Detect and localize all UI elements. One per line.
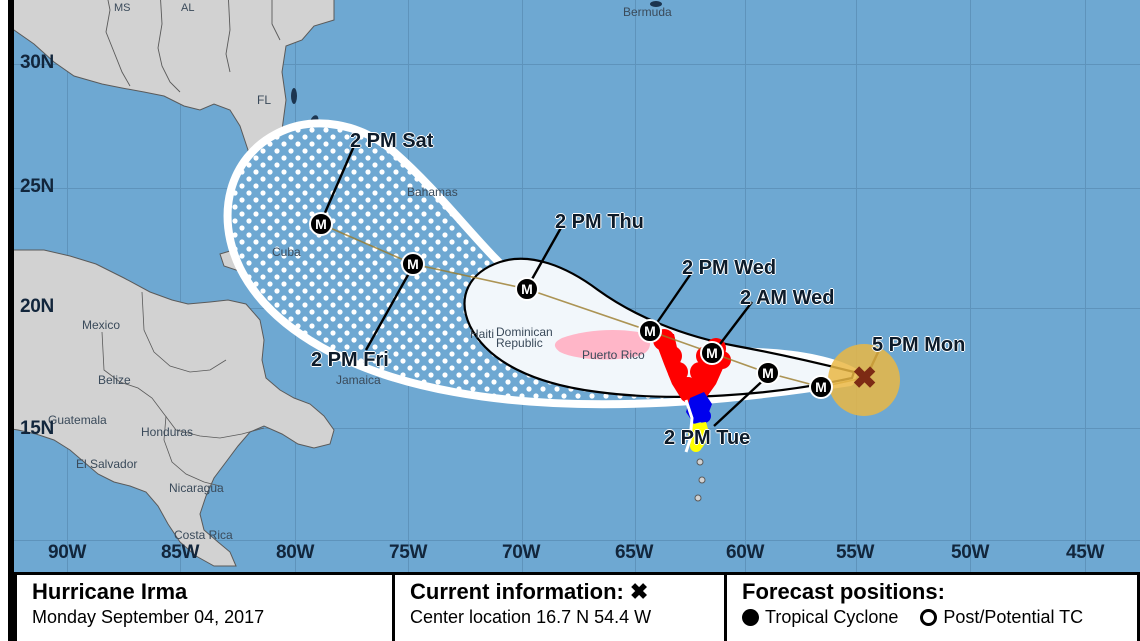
- gridline-lon: [745, 0, 746, 572]
- gridline-lat: [14, 428, 1140, 429]
- forecast-marker-m[interactable]: M: [809, 375, 833, 399]
- forecast-marker-m[interactable]: M: [401, 252, 425, 276]
- current-position-glow: [828, 344, 900, 416]
- post-potential-tc-label: Post/Potential TC: [943, 607, 1084, 627]
- forecast-marker-m[interactable]: M: [756, 361, 780, 385]
- gridline-lon: [1085, 0, 1086, 572]
- gridline-lon: [180, 0, 181, 572]
- gridline-lon: [856, 0, 857, 572]
- lon-label-70w: 70W: [502, 542, 541, 563]
- land-island: [698, 476, 706, 484]
- border-line: [141, 291, 227, 373]
- forecast-label-thu: 2 PM Thu: [555, 211, 644, 233]
- border-line: [163, 415, 221, 487]
- lat-label-20n: 20N: [20, 296, 54, 317]
- label-leader-lines: [319, 145, 882, 427]
- current-info-heading: Current information:: [410, 579, 624, 604]
- lon-label-90w: 90W: [48, 542, 87, 563]
- forecast-positions-heading: Forecast positions:: [742, 579, 945, 604]
- lon-label-60w: 60W: [726, 542, 765, 563]
- border-line: [101, 331, 177, 431]
- gridline-lat: [14, 64, 1140, 65]
- forecast-marker-m[interactable]: M: [309, 212, 333, 236]
- lon-label-85w: 85W: [161, 542, 200, 563]
- legend-storm-block: Hurricane Irma Monday September 04, 2017: [32, 579, 264, 629]
- map-canvas[interactable]: ✖ M M M M M M M 2 PM Sat 2 PM Fri 2 PM T…: [14, 0, 1140, 572]
- place-label-dominican-republic: Dominican Republic: [496, 325, 553, 350]
- place-label-mexico: Mexico: [82, 318, 121, 332]
- legend-divider-right: [724, 575, 727, 641]
- forecast-label-mon: 5 PM Mon: [872, 334, 966, 356]
- place-label-cuba: Cuba: [272, 245, 301, 259]
- left-border-bar: [0, 0, 14, 641]
- place-label-jamaica: Jamaica: [336, 373, 381, 387]
- forecast-label-tue: 2 PM Tue: [664, 427, 751, 449]
- watch-hurricane-area: [554, 330, 650, 360]
- forecast-label-sat: 2 PM Sat: [350, 130, 434, 152]
- x-mark-icon: ✖: [629, 579, 649, 604]
- forecast-marker-m[interactable]: M: [638, 319, 662, 343]
- place-label-bahamas: Bahamas: [407, 185, 458, 199]
- place-label-fl: FL: [257, 93, 272, 107]
- tropical-cyclone-label: Tropical Cyclone: [765, 607, 899, 627]
- open-circle-icon: [920, 608, 938, 626]
- lat-label-30n: 30N: [20, 52, 54, 73]
- gridline-lat: [14, 188, 1140, 189]
- left-border-bar-line: [8, 0, 14, 641]
- legend-divider-end: [1137, 575, 1140, 641]
- gridline-lon: [635, 0, 636, 572]
- forecast-label-wed-am: 2 AM Wed: [740, 287, 835, 309]
- legend-forecast-positions-block: Forecast positions: Tropical Cyclone Pos…: [742, 579, 1083, 629]
- forecast-label-wed-pm: 2 PM Wed: [682, 257, 777, 279]
- current-position-x-marker: ✖: [852, 362, 878, 395]
- place-label-costa-rica: Costa Rica: [174, 528, 233, 542]
- current-info-heading-row: Current information: ✖: [410, 579, 651, 605]
- legend-divider-left: [14, 575, 17, 641]
- forecast-positions-key-row: Tropical Cyclone Post/Potential TC: [742, 605, 1083, 629]
- land-us-gulf-florida: [14, 0, 335, 177]
- place-label-ms: MS: [114, 2, 131, 14]
- legend-current-info-block: Current information: ✖ Center location 1…: [410, 579, 651, 629]
- land-island: [694, 494, 702, 502]
- gridline-lon: [970, 0, 971, 572]
- lat-label-15n: 15N: [20, 418, 54, 439]
- forecast-marker-m[interactable]: M: [515, 277, 539, 301]
- forecast-marker-m[interactable]: M: [700, 341, 724, 365]
- lon-label-55w: 55W: [836, 542, 875, 563]
- place-label-nicaragua: Nicaragua: [169, 481, 224, 495]
- storm-name: Hurricane Irma: [32, 579, 188, 604]
- forecast-label-fri: 2 PM Fri: [311, 349, 389, 371]
- border-line: [175, 427, 265, 439]
- place-label-al: AL: [181, 2, 195, 14]
- place-label-guatemala: Guatemala: [48, 413, 107, 427]
- place-label-belize: Belize: [98, 373, 131, 387]
- filled-circle-icon: [742, 608, 759, 626]
- map-legend-bar: Hurricane Irma Monday September 04, 2017…: [14, 572, 1140, 641]
- island-outline-white: [684, 399, 694, 453]
- lon-label-45w: 45W: [1066, 542, 1105, 563]
- land-bermuda: [650, 1, 662, 7]
- place-label-puerto-rico: Puerto Rico: [582, 348, 645, 362]
- storm-date: Monday September 04, 2017: [32, 607, 265, 627]
- land-island: [696, 458, 704, 466]
- place-label-haiti: Haiti: [470, 327, 495, 341]
- lon-label-75w: 75W: [389, 542, 428, 563]
- center-location: Center location 16.7 N 54.4 W: [410, 607, 652, 627]
- lon-label-50w: 50W: [951, 542, 990, 563]
- lon-label-80w: 80W: [276, 542, 315, 563]
- lat-label-25n: 25N: [20, 176, 54, 197]
- place-label-honduras: Honduras: [141, 425, 194, 439]
- gridline-lat: [14, 540, 1140, 541]
- lon-label-65w: 65W: [615, 542, 654, 563]
- place-label-bermuda: Bermuda: [623, 5, 672, 19]
- place-label-el-salvador: El Salvador: [76, 457, 138, 471]
- legend-divider-mid: [392, 575, 395, 641]
